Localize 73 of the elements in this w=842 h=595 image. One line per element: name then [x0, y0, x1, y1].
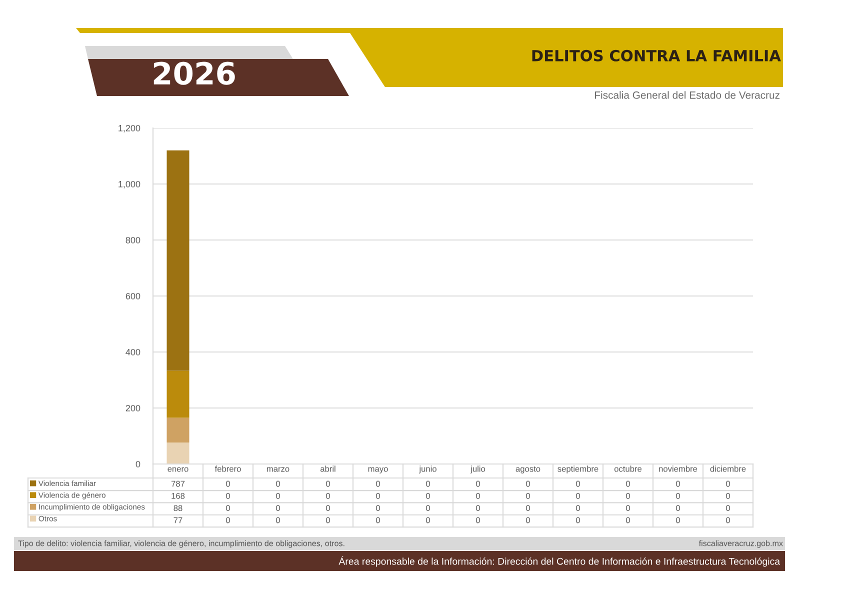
text: Área responsable de la Información: Dirección del Centro de Información e Infraestructura Tecnológica [338, 556, 780, 567]
data-label: 0 [276, 505, 280, 512]
y-tick-label: 0 [136, 460, 140, 468]
data-label: 0 [526, 505, 530, 512]
data-label: 0 [476, 505, 480, 512]
y-tick-label: 600 [126, 292, 140, 300]
text: 2026 [154, 62, 235, 85]
data-label: 0 [376, 492, 380, 499]
data-label: 787 [171, 480, 185, 487]
data-label: 0 [726, 517, 730, 524]
data-label: 0 [326, 480, 330, 487]
y-tick-label: 800 [126, 236, 140, 244]
x-tick-label: junio [418, 466, 436, 474]
data-label: 0 [226, 517, 230, 524]
data-label: 0 [576, 505, 580, 512]
data-label: 0 [526, 480, 530, 487]
data-label: 0 [576, 492, 580, 499]
data-label: 0 [676, 517, 680, 524]
data-label: 0 [426, 480, 430, 487]
data-label: 0 [476, 480, 480, 487]
x-tick-label: enero [168, 467, 188, 472]
data-label: 0 [376, 480, 380, 487]
data-label: 0 [526, 492, 530, 499]
data-label: 0 [376, 517, 380, 524]
data-label: 0 [326, 505, 330, 512]
x-tick-label: diciembre [710, 466, 746, 472]
data-label: 0 [276, 517, 280, 524]
data-label: 0 [426, 517, 430, 524]
x-tick-label: septiembre [558, 466, 598, 474]
data-label: 0 [726, 492, 730, 499]
data-label: 0 [226, 492, 230, 499]
data-label: 0 [626, 480, 630, 487]
x-tick-label: marzo [266, 467, 290, 472]
x-tick-label: agosto [516, 466, 540, 474]
data-label: 0 [726, 505, 730, 512]
data-label: 0 [726, 480, 730, 487]
y-tick-label: 1,200 [118, 124, 140, 132]
data-label: 0 [326, 517, 330, 524]
data-label: 0 [276, 480, 280, 487]
chart-title: DELITOS CONTRA LA FAMILIA [532, 50, 781, 62]
x-tick-label: julio [470, 466, 486, 474]
x-tick-label: mayo [368, 467, 388, 474]
text: Tipo de delito: violencia familiar, violencia de género, incumplimiento de obligaciones, otros. [18, 540, 344, 548]
data-label: 0 [676, 480, 680, 487]
data-label: 0 [426, 492, 430, 499]
data-label: 0 [326, 492, 330, 499]
data-label: 0 [376, 505, 380, 512]
data-label: 88 [174, 505, 182, 512]
data-label: 0 [526, 517, 530, 524]
text: fiscaliaveracruz.gob.mx [698, 540, 783, 548]
data-label: 0 [626, 517, 630, 524]
data-label: 168 [172, 492, 185, 499]
data-label: 0 [676, 492, 680, 499]
x-tick-label: abril [320, 466, 336, 472]
data-label: 0 [476, 517, 480, 524]
data-label: 0 [576, 480, 580, 487]
data-label: 0 [626, 492, 630, 499]
data-label: 0 [576, 517, 580, 524]
data-label: 0 [676, 505, 680, 512]
x-tick-label: noviembre [659, 466, 698, 472]
data-label: 0 [226, 480, 230, 487]
data-label: 0 [626, 505, 630, 512]
data-label: 0 [476, 492, 480, 499]
x-tick-label: octubre [614, 466, 642, 472]
data-label: 0 [226, 505, 230, 512]
y-tick-label: 400 [126, 348, 140, 356]
data-label: 0 [426, 505, 430, 512]
data-label: 77 [174, 517, 182, 524]
x-tick-label: febrero [214, 466, 241, 472]
y-tick-label: 1,000 [118, 180, 140, 188]
chart-subtitle: Fiscalia General del Estado de Veracruz [595, 91, 780, 99]
y-tick-label: 200 [126, 404, 140, 412]
data-label: 0 [276, 492, 280, 499]
